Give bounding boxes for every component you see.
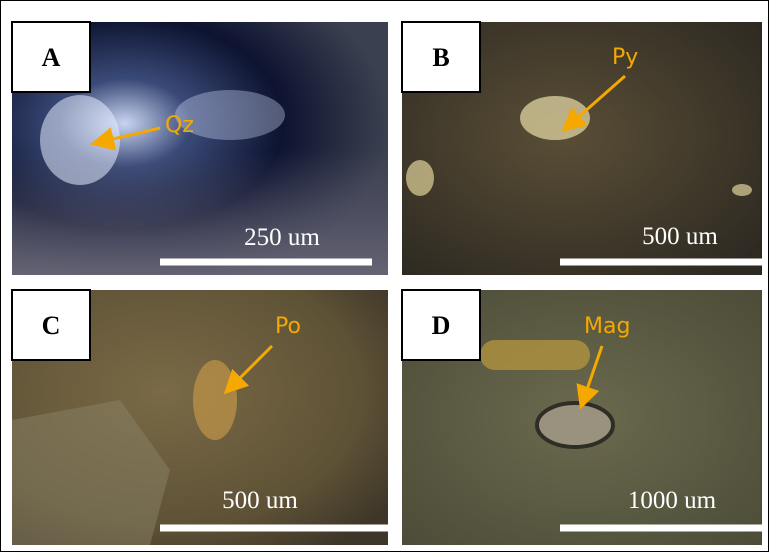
magnetite-grain [537,403,613,447]
mineral-label: Qz [165,113,194,138]
panel-label: B [432,43,449,72]
panel-c: C Po 500 um [12,290,388,545]
panel-b: B Py 500 um [402,22,762,275]
scale-text: 1000 um [628,487,717,514]
panel-a: A Qz 250 um [12,22,388,275]
pyrite-grain [406,160,434,196]
mineral-label: Mag [584,314,630,339]
figure: A Qz 250 um B Py 500 um C Po 500 um D [0,0,769,552]
streak [480,340,590,370]
panel-label: C [42,311,61,340]
scale-text: 500 um [222,487,298,514]
scale-text: 250 um [244,224,320,251]
scale-text: 500 um [642,223,718,250]
panel-d: D Mag 1000 um [402,290,762,545]
pyrite-grain [732,184,752,196]
mineral-label: Py [612,45,638,70]
mineral-label: Po [275,314,301,339]
panel-label: D [432,311,451,340]
pyrrhotite-grain [193,360,237,440]
panel-label: A [42,43,61,72]
